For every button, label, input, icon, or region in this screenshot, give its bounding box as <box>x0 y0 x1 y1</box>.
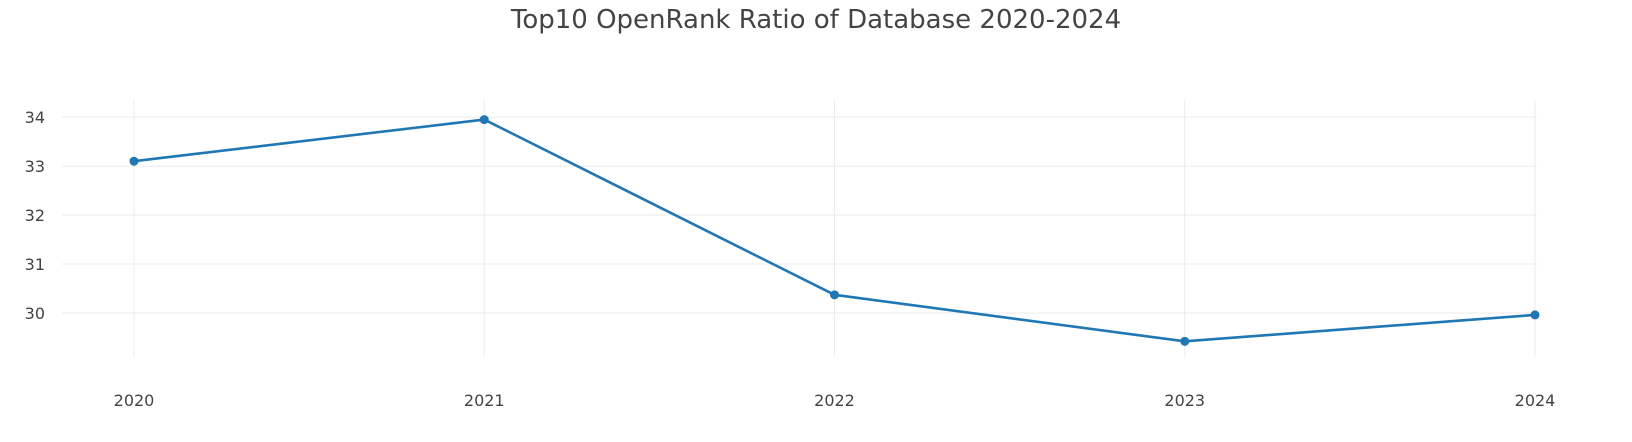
data-point-marker <box>830 290 839 300</box>
x-tick-label: 2021 <box>464 391 505 410</box>
axis-ticks: 2020 2021 2022 2023 2024 30 31 32 33 34 <box>25 108 1556 410</box>
series-layer <box>129 115 1540 346</box>
y-tick-label: 33 <box>25 157 45 176</box>
x-tick-label: 2024 <box>1515 391 1556 410</box>
x-tick-label: 2023 <box>1164 391 1205 410</box>
y-tick-label: 31 <box>25 255 45 274</box>
data-point-marker <box>1180 336 1190 346</box>
data-point-marker <box>129 156 139 166</box>
chart-title: Top10 OpenRank Ratio of Database 2020-20… <box>510 5 1122 35</box>
data-point-marker <box>479 115 489 125</box>
x-tick-label: 2020 <box>114 391 155 410</box>
y-tick-label: 30 <box>25 304 45 323</box>
y-tick-label: 32 <box>25 206 45 225</box>
y-tick-label: 34 <box>25 108 45 127</box>
data-point-marker <box>1530 310 1540 320</box>
x-tick-label: 2022 <box>814 391 855 410</box>
gridlines <box>62 100 1537 357</box>
